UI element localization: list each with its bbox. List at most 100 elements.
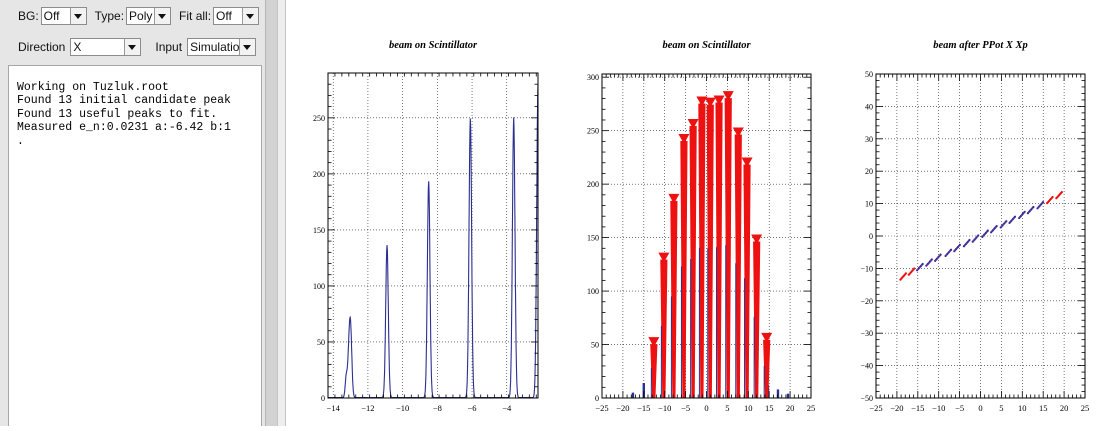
tick-label-y: 200 <box>587 180 599 189</box>
control-panel: BG: Off Type: Poly Fit all: Off Directio… <box>0 0 277 426</box>
tick-label-y: 50 <box>317 338 325 347</box>
tick-label-x: −10 <box>396 403 409 413</box>
tick-label-x: −10 <box>658 403 671 413</box>
scatter-point <box>977 234 980 237</box>
scatter-point <box>1051 195 1054 199</box>
tick-label-y: 100 <box>313 282 325 291</box>
tick-label-x: −14 <box>327 403 341 413</box>
chart-title: beam on Scintillator <box>662 40 751 51</box>
scatter-point <box>1032 205 1035 209</box>
tick-label-y: 30 <box>865 135 873 144</box>
tick-label-x: 20 <box>786 403 795 413</box>
left-scrollbar[interactable] <box>265 0 277 426</box>
input-label: Input <box>155 40 183 54</box>
type-select[interactable]: Poly <box>126 7 172 25</box>
tick-label-y: 250 <box>587 127 599 136</box>
scatter-point <box>939 253 942 256</box>
bg-select-value: Off <box>43 9 60 23</box>
chevron-down-icon[interactable] <box>124 39 141 55</box>
log-line: . <box>17 134 24 148</box>
peak-marker <box>761 332 773 343</box>
tick-label-x: −4 <box>502 403 512 413</box>
chevron-down-icon[interactable] <box>154 8 171 24</box>
scatter-point <box>913 267 916 270</box>
direction-label: Direction <box>18 40 66 54</box>
tick-label-x: 10 <box>1018 403 1027 413</box>
log-line: Found 13 useful peaks to fit. <box>17 107 218 121</box>
log-line: Measured e_n:0.0231 a:-6.42 b:1 <box>17 121 231 135</box>
tick-label-y: 150 <box>587 234 599 243</box>
peak-marker <box>648 337 660 348</box>
tick-label-x: −25 <box>869 403 882 413</box>
peak-marker <box>678 133 690 144</box>
peak-bar <box>650 344 658 398</box>
tick-label-x: −5 <box>955 403 964 413</box>
chart-3: beam after PPot X Xp−25 −20 −15 −10 −5 0 5 10 15… <box>860 40 1089 413</box>
peak-bar <box>763 339 771 398</box>
peak-bar <box>715 102 723 398</box>
tick-label-y: 0 <box>869 232 873 241</box>
tick-label-x: −10 <box>932 403 945 413</box>
chevron-down-icon[interactable] <box>242 8 259 24</box>
tick-label-y: −20 <box>860 297 873 306</box>
scatter-point <box>921 262 924 266</box>
tick-label-x: −20 <box>616 403 629 413</box>
scatter-point <box>1005 220 1008 223</box>
peak-bar <box>734 134 742 398</box>
peak-marker <box>713 95 725 106</box>
tick-label-x: 25 <box>807 403 816 413</box>
tick-label-x: 25 <box>1081 403 1090 413</box>
tick-label-y: 40 <box>865 102 873 111</box>
chart-1: beam on Scintillator −14 −12 −10 −8 −6 −4 0 50 10… <box>313 40 539 413</box>
plots-canvas[interactable]: beam on Scintillator−14 −12 −10 −8 −6 −405010… <box>286 0 1110 426</box>
peak-bar <box>743 164 751 398</box>
log-line: Working on Tuzluk.root <box>17 81 169 94</box>
type-select-value: Poly <box>129 9 153 23</box>
tick-label-x: 0 <box>704 403 708 413</box>
type-label: Type: <box>94 9 125 23</box>
peak-bar <box>680 140 688 398</box>
scatter-point <box>1041 201 1045 204</box>
peak-marker <box>704 97 716 108</box>
fit-all-select-value: Off <box>216 9 232 23</box>
scatter-point <box>1023 210 1026 213</box>
tick-label-x: −6 <box>468 403 477 413</box>
direction-row: Direction X Input Simulatio <box>18 35 264 59</box>
log-output[interactable]: Working on Tuzluk.root Found 13 initial … <box>8 65 262 426</box>
peak-marker <box>732 127 744 138</box>
tick-label-x: −5 <box>681 403 690 413</box>
tick-label-x: 0 <box>978 403 982 413</box>
peak-marker <box>751 234 763 245</box>
chevron-down-icon[interactable] <box>239 39 256 55</box>
direction-select-value: X <box>73 40 82 54</box>
bg-label: BG: <box>18 9 39 23</box>
tick-label-x: −15 <box>637 403 650 413</box>
bg-select[interactable]: Off <box>40 7 87 25</box>
peak-marker <box>687 118 699 129</box>
log-line: Found 13 initial candidate peak <box>17 94 231 108</box>
input-select[interactable]: Simulatio <box>187 38 257 56</box>
fit-all-select[interactable]: Off <box>213 7 260 25</box>
scatter-point <box>1060 190 1063 194</box>
peak-marker <box>668 193 680 204</box>
chevron-down-icon[interactable] <box>69 8 86 24</box>
fit-all-label: Fit all: <box>179 9 212 23</box>
direction-select[interactable]: X <box>70 38 142 56</box>
options-row: BG: Off Type: Poly Fit all: Off <box>18 4 267 28</box>
tick-label-x: 10 <box>744 403 753 413</box>
tick-label-y: 300 <box>587 73 599 82</box>
tick-label-x: −20 <box>890 403 903 413</box>
pane-splitter[interactable] <box>277 0 286 426</box>
tick-label-y: 0 <box>595 394 599 403</box>
tick-label-x: 5 <box>999 403 1003 413</box>
tick-label-x: 15 <box>765 403 774 413</box>
tick-label-y: 100 <box>587 287 599 296</box>
peak-marker <box>658 252 670 263</box>
tick-label-y: 150 <box>313 226 325 235</box>
tick-label-y: −10 <box>860 264 873 273</box>
tick-label-y: 0 <box>321 394 325 403</box>
input-select-value: Simulatio <box>190 40 240 54</box>
scatter-point <box>930 258 933 261</box>
scatter-point <box>986 229 989 232</box>
peak-bar <box>706 104 714 399</box>
